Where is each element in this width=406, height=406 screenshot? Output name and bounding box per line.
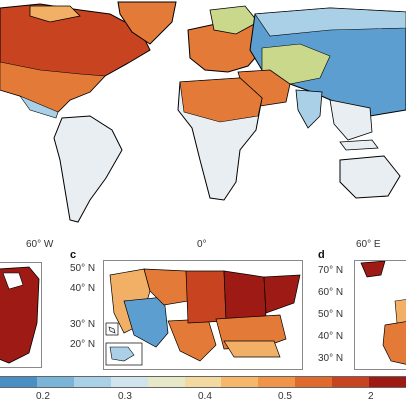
colorbar-segment [295,377,333,387]
greenland-shape [117,1,177,45]
colorbar-tick-0-5: 0.5 [278,391,292,402]
colorbar-segment [369,377,406,387]
panel-d-lat-50n: 50° N [318,309,344,320]
india-shape [295,89,323,129]
panel-d-lat-30n: 30° N [318,353,344,364]
scandinavia-region-shape [360,261,386,278]
global-map [0,1,406,223]
colorbar-segment [184,377,223,387]
arctic-islands-shape [29,5,81,23]
south-america-shape [53,115,123,223]
australia-shape [339,155,401,199]
panel-c-map [103,260,303,370]
lon-label-0: 0° [197,239,207,250]
colorbar-segment [0,377,38,387]
iberia-region-shape [382,321,406,365]
panel-d-lat-40n: 40° N [318,331,344,342]
central-asia-band [261,43,331,85]
us-texas-region [167,318,217,362]
panel-b-canvas [0,266,40,364]
global-map-canvas [0,1,406,223]
alaska-inset-shape [109,346,135,362]
us-southwest-region [123,296,169,348]
hawaii-inset-shape [108,326,116,334]
colorbar-segment [147,377,186,387]
us-midwest-region [223,270,267,320]
sahara-band [179,77,263,123]
siberia-north-band [254,7,406,37]
panel-d-map [354,260,406,370]
canada-region-shape [0,266,40,364]
panel-b-map [0,262,42,368]
colorbar-tick-2: 2 [368,391,374,402]
panel-c-lat-20n: 20° N [70,339,96,350]
europe-west-region-shape [394,299,406,324]
colorbar-segment [110,377,149,387]
scandinavia-shape [209,5,259,35]
southeast-asia-shape [329,99,373,141]
panel-d-lat-60n: 60° N [318,287,344,298]
panel-c-letter: c [70,249,77,261]
colorbar-segment [36,377,75,387]
colorbar-tick-0-4: 0.4 [198,391,212,402]
colorbar-segment [73,377,112,387]
us-plains-region [185,270,227,324]
panel-d-lat-70n: 70° N [318,265,344,276]
panel-d-letter: d [318,249,325,261]
colorbar-segment [221,377,260,387]
colorbar-tick-0-3: 0.3 [118,391,132,402]
indonesia-shape [339,139,379,151]
colorbar [0,376,406,388]
colorbar-segment [332,377,370,387]
lon-label-60e: 60° E [356,239,381,250]
panel-c-lat-30n: 30° N [70,319,96,330]
panel-c-canvas [105,268,301,366]
us-mountain-region [143,268,189,306]
caribbean-band [19,95,59,119]
canada-north-shape [2,272,24,290]
us-northeast-region [263,274,301,314]
panel-c-lat-50n: 50° N [70,263,96,274]
lon-label-60w: 60° W [26,239,54,250]
panel-c-lat-40n: 40° N [70,283,96,294]
colorbar-segment [258,377,297,387]
colorbar-tick-0-2: 0.2 [36,391,50,402]
panel-d-canvas [360,261,406,365]
us-gulf-region [223,340,281,358]
